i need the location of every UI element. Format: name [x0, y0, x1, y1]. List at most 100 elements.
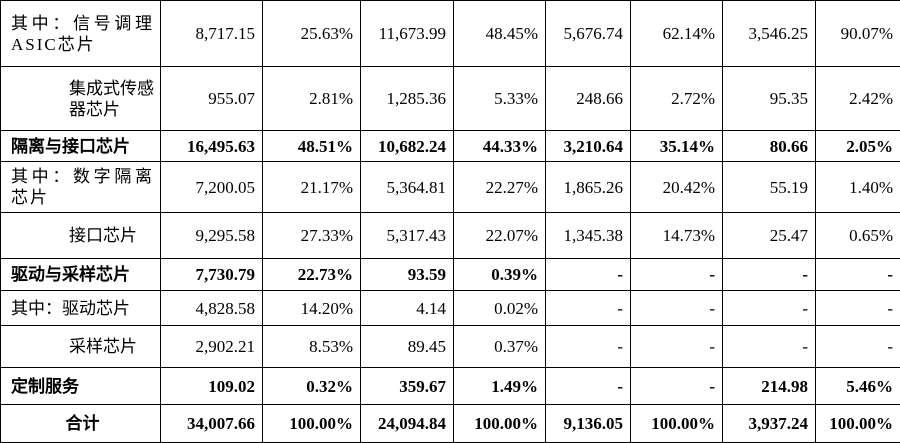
table-cell: - [545, 325, 631, 368]
table-cell: 2,902.21 [160, 325, 263, 368]
table-row: 其中：信号调理ASIC芯片 8,717.15 25.63% 11,673.99 48.4… [0, 0, 900, 67]
table-cell: - [630, 258, 723, 291]
table-cell: 25.47 [722, 212, 816, 259]
table-cell: - [722, 290, 816, 326]
table-cell: 4.14 [360, 290, 454, 326]
table-cell: 24,094.84 [360, 404, 454, 443]
table-row: 合计 34,007.66 100.00% 24,094.84 100.00% 9,136.… [0, 404, 900, 443]
row-label: 隔离与接口芯片 [0, 130, 161, 162]
table-cell: 9,136.05 [545, 404, 631, 443]
table-cell: 90.07% [815, 0, 900, 67]
table-cell: 35.14% [630, 130, 723, 162]
table-cell: 7,200.05 [160, 161, 263, 213]
table-cell: 2.72% [630, 66, 723, 131]
table-cell: 100.00% [630, 404, 723, 443]
table-cell: - [815, 290, 900, 326]
table-cell: - [722, 325, 816, 368]
table-cell: 5.33% [453, 66, 546, 131]
table-row: 采样芯片 2,902.21 8.53% 89.45 0.37% - - - - [0, 325, 900, 368]
table-cell: 5,317.43 [360, 212, 454, 259]
row-label: 其中：信号调理ASIC芯片 [0, 0, 161, 67]
row-label: 驱动与采样芯片 [0, 258, 161, 291]
table-cell: 1,285.36 [360, 66, 454, 131]
table-cell: 14.20% [262, 290, 361, 326]
row-label: 采样芯片 [0, 325, 161, 368]
table-cell: 0.32% [262, 367, 361, 405]
table-cell: 48.45% [453, 0, 546, 67]
table-cell: - [722, 258, 816, 291]
table-row: 驱动与采样芯片 7,730.79 22.73% 93.59 0.39% - - - - [0, 258, 900, 291]
table-cell: 248.66 [545, 66, 631, 131]
table-cell: 955.07 [160, 66, 263, 131]
table-cell: 100.00% [262, 404, 361, 443]
table-row: 其中：驱动芯片 4,828.58 14.20% 4.14 0.02% - - - - [0, 290, 900, 326]
table-cell: 10,682.24 [360, 130, 454, 162]
table-cell: 8.53% [262, 325, 361, 368]
table-cell: 95.35 [722, 66, 816, 131]
table-cell: 0.39% [453, 258, 546, 291]
table-cell: 1.49% [453, 367, 546, 405]
table-cell: 9,295.58 [160, 212, 263, 259]
table-cell: 100.00% [815, 404, 900, 443]
row-label: 其中：驱动芯片 [0, 290, 161, 326]
table-row: 其中：数字隔离芯片 7,200.05 21.17% 5,364.81 22.27% 1,8… [0, 161, 900, 213]
table-cell: 22.07% [453, 212, 546, 259]
table-cell: 93.59 [360, 258, 454, 291]
table-cell: 8,717.15 [160, 0, 263, 67]
table-cell: 3,937.24 [722, 404, 816, 443]
table-cell: 1,865.26 [545, 161, 631, 213]
table-cell: 0.02% [453, 290, 546, 326]
table-cell: - [815, 258, 900, 291]
table-cell: 55.19 [722, 161, 816, 213]
table-cell: - [545, 290, 631, 326]
table-cell: - [815, 325, 900, 368]
table-cell: 22.27% [453, 161, 546, 213]
table-cell: 2.05% [815, 130, 900, 162]
row-label: 合计 [0, 404, 161, 443]
table-cell: 16,495.63 [160, 130, 263, 162]
table-cell: 3,546.25 [722, 0, 816, 67]
table-row: 定制服务 109.02 0.32% 359.67 1.49% - -214.98 5.46% [0, 367, 900, 405]
table-cell: 109.02 [160, 367, 263, 405]
table-cell: 20.42% [630, 161, 723, 213]
table-cell: 14.73% [630, 212, 723, 259]
table-cell: - [545, 367, 631, 405]
table-cell: 5,676.74 [545, 0, 631, 67]
table-row: 集成式传感器芯片 955.07 2.81% 1,285.36 5.33% 248.66 2.… [0, 66, 900, 131]
table-cell: 5.46% [815, 367, 900, 405]
table-cell: 100.00% [453, 404, 546, 443]
table-cell: 5,364.81 [360, 161, 454, 213]
table-cell: 2.81% [262, 66, 361, 131]
table-cell: 34,007.66 [160, 404, 263, 443]
table-cell: 44.33% [453, 130, 546, 162]
table-cell: 359.67 [360, 367, 454, 405]
table-cell: 0.37% [453, 325, 546, 368]
table-cell: 4,828.58 [160, 290, 263, 326]
table-cell: 22.73% [262, 258, 361, 291]
table-cell: 0.65% [815, 212, 900, 259]
row-label: 接口芯片 [0, 212, 161, 259]
table-cell: 89.45 [360, 325, 454, 368]
table-cell: 1.40% [815, 161, 900, 213]
table-cell: 3,210.64 [545, 130, 631, 162]
table-cell: 2.42% [815, 66, 900, 131]
table-cell: 21.17% [262, 161, 361, 213]
table-cell: 62.14% [630, 0, 723, 67]
table-cell: 11,673.99 [360, 0, 454, 67]
table-cell: - [630, 290, 723, 326]
table-cell: 80.66 [722, 130, 816, 162]
table-cell: 7,730.79 [160, 258, 263, 291]
row-label: 集成式传感器芯片 [0, 66, 161, 131]
table-cell: 27.33% [262, 212, 361, 259]
table-row: 接口芯片 9,295.58 27.33% 5,317.43 22.07% 1,345.38… [0, 212, 900, 259]
table-cell: - [545, 258, 631, 291]
table-row: 隔离与接口芯片 16,495.63 48.51% 10,682.24 44.33% 3,2… [0, 130, 900, 162]
table-cell: 48.51% [262, 130, 361, 162]
table-cell: 25.63% [262, 0, 361, 67]
table-cell: 214.98 [722, 367, 816, 405]
table-cell: 1,345.38 [545, 212, 631, 259]
table-cell: - [630, 367, 723, 405]
